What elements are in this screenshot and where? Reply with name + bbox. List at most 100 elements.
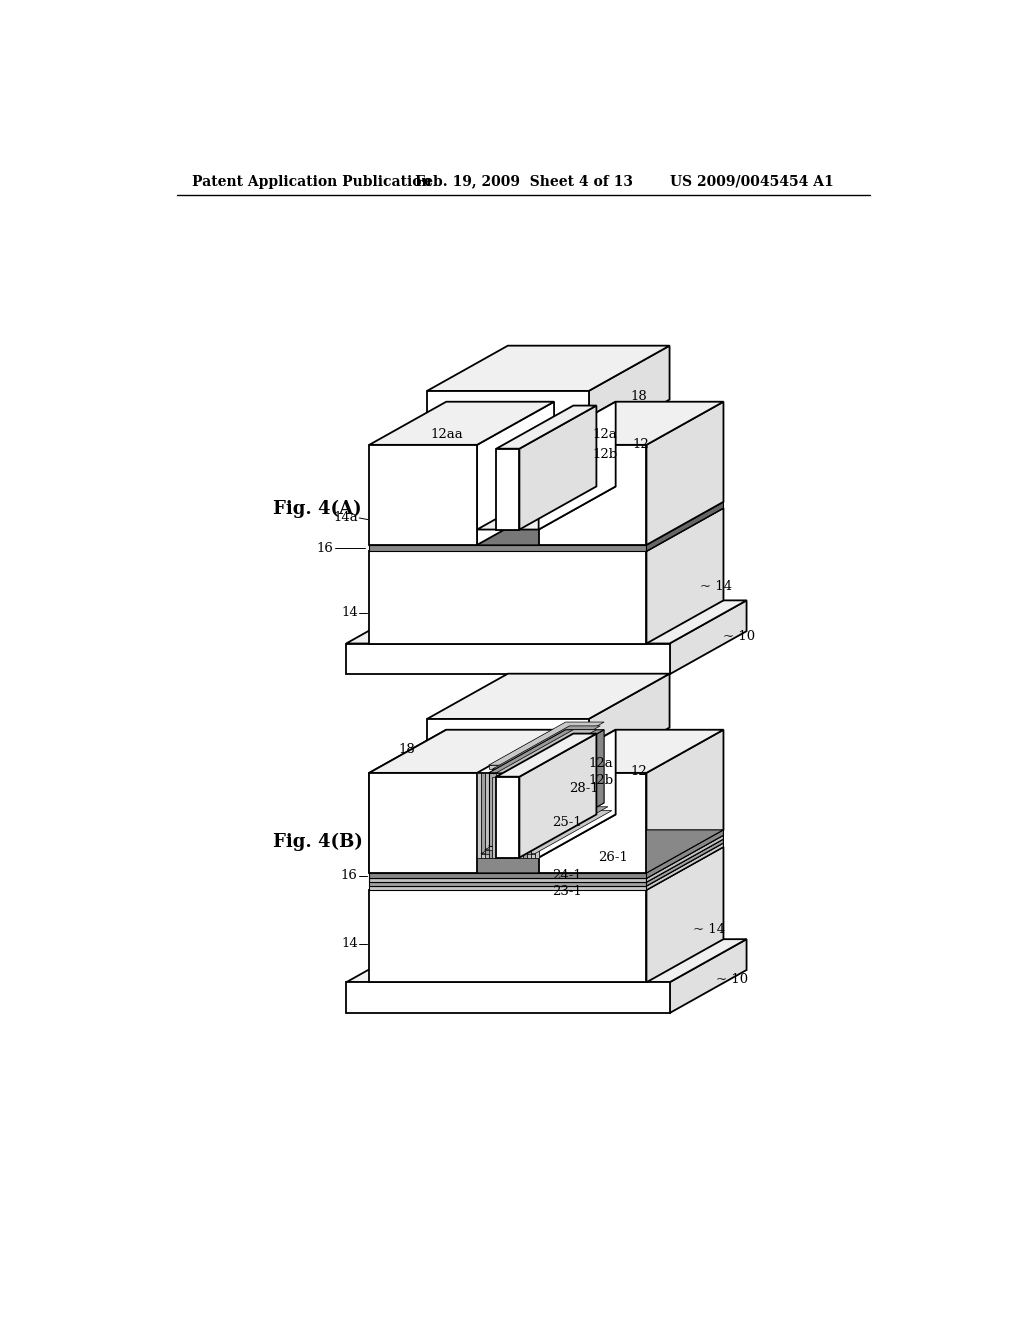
Polygon shape: [488, 846, 527, 850]
Polygon shape: [646, 840, 724, 886]
Polygon shape: [589, 673, 670, 774]
Polygon shape: [493, 770, 523, 774]
Text: 12a: 12a: [589, 756, 613, 770]
Polygon shape: [539, 730, 615, 858]
Polygon shape: [646, 502, 724, 552]
Polygon shape: [535, 774, 539, 858]
Polygon shape: [427, 673, 670, 719]
Polygon shape: [346, 644, 670, 675]
Polygon shape: [646, 843, 724, 890]
Polygon shape: [488, 776, 493, 858]
Polygon shape: [497, 449, 519, 529]
Polygon shape: [646, 508, 724, 644]
Polygon shape: [484, 807, 608, 850]
Polygon shape: [370, 878, 646, 882]
Polygon shape: [370, 886, 646, 890]
Polygon shape: [477, 487, 615, 529]
Polygon shape: [484, 776, 488, 858]
Polygon shape: [493, 726, 600, 770]
Polygon shape: [370, 730, 554, 774]
Polygon shape: [370, 847, 724, 890]
Text: 16: 16: [341, 869, 357, 882]
Polygon shape: [497, 405, 596, 449]
Text: US 2009/0045454 A1: US 2009/0045454 A1: [670, 174, 834, 189]
Polygon shape: [370, 502, 724, 545]
Polygon shape: [539, 401, 615, 529]
Polygon shape: [484, 850, 531, 854]
Polygon shape: [646, 830, 724, 878]
Polygon shape: [497, 776, 519, 858]
Polygon shape: [370, 445, 477, 545]
Text: 12b: 12b: [589, 774, 613, 787]
Polygon shape: [488, 774, 527, 846]
Text: 12: 12: [633, 438, 649, 451]
Polygon shape: [646, 847, 724, 982]
Polygon shape: [493, 776, 497, 858]
Text: 28-1: 28-1: [569, 783, 599, 795]
Polygon shape: [427, 719, 589, 774]
Polygon shape: [670, 940, 746, 1014]
Polygon shape: [539, 445, 646, 545]
Polygon shape: [519, 776, 523, 858]
Text: 16: 16: [316, 541, 333, 554]
Polygon shape: [370, 890, 646, 982]
Polygon shape: [497, 734, 596, 776]
Polygon shape: [646, 730, 724, 873]
Polygon shape: [370, 873, 646, 878]
Polygon shape: [523, 776, 527, 858]
Text: 12b: 12b: [593, 447, 617, 461]
Polygon shape: [427, 391, 589, 445]
Polygon shape: [539, 401, 724, 445]
Polygon shape: [646, 836, 724, 882]
Polygon shape: [646, 401, 724, 545]
Polygon shape: [370, 508, 724, 552]
Text: Patent Application Publication: Patent Application Publication: [193, 174, 432, 189]
Polygon shape: [484, 774, 488, 858]
Polygon shape: [519, 405, 596, 529]
Polygon shape: [539, 730, 724, 774]
Polygon shape: [488, 730, 604, 774]
Text: Feb. 19, 2009  Sheet 4 of 13: Feb. 19, 2009 Sheet 4 of 13: [416, 174, 634, 189]
Polygon shape: [527, 730, 604, 846]
Polygon shape: [346, 601, 746, 644]
Polygon shape: [346, 982, 670, 1014]
Polygon shape: [370, 401, 554, 445]
Polygon shape: [481, 854, 535, 858]
Polygon shape: [370, 774, 477, 873]
Polygon shape: [477, 401, 554, 545]
Text: 14: 14: [341, 606, 357, 619]
Polygon shape: [531, 774, 535, 858]
Polygon shape: [497, 730, 596, 774]
Text: 14a: 14a: [333, 511, 357, 524]
Polygon shape: [370, 843, 724, 886]
Polygon shape: [589, 346, 670, 445]
Polygon shape: [519, 734, 596, 858]
Polygon shape: [527, 776, 531, 858]
Text: 23-1: 23-1: [553, 886, 583, 899]
Polygon shape: [370, 840, 724, 882]
Text: 18: 18: [631, 391, 647, 403]
Polygon shape: [370, 836, 724, 878]
Polygon shape: [370, 830, 724, 873]
Text: 26-1: 26-1: [598, 851, 628, 863]
Polygon shape: [488, 803, 604, 846]
Polygon shape: [488, 722, 604, 766]
Polygon shape: [481, 774, 484, 858]
Polygon shape: [370, 552, 646, 644]
Polygon shape: [427, 346, 670, 391]
Text: ~ 10: ~ 10: [716, 973, 748, 986]
Text: 12: 12: [631, 766, 647, 779]
Text: 12a: 12a: [593, 428, 617, 441]
Text: 25-1: 25-1: [553, 816, 583, 829]
Polygon shape: [481, 810, 611, 854]
Text: 24-1: 24-1: [553, 869, 583, 882]
Polygon shape: [370, 882, 646, 886]
Text: 14: 14: [341, 937, 357, 950]
Polygon shape: [539, 774, 646, 873]
Polygon shape: [527, 774, 531, 858]
Polygon shape: [670, 601, 746, 675]
Polygon shape: [370, 545, 646, 552]
Text: ~ 14: ~ 14: [692, 924, 725, 936]
Polygon shape: [346, 940, 746, 982]
Text: ~ 14: ~ 14: [700, 581, 732, 593]
